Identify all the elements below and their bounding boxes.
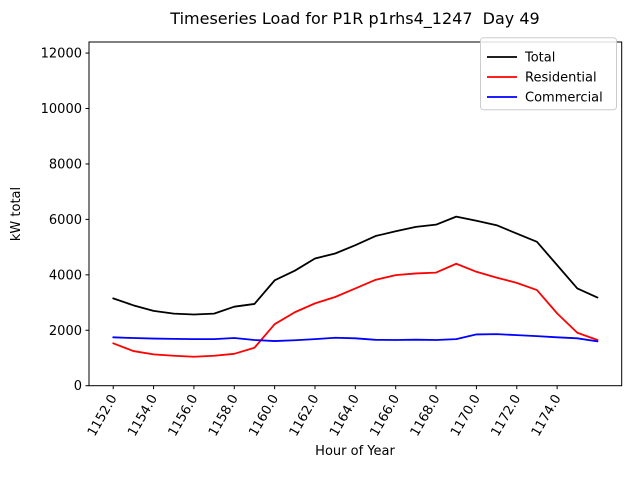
x-tick-label: 1170.0 [448, 392, 484, 439]
y-tick-label: 0 [74, 379, 82, 394]
x-tick-label: 1174.0 [529, 392, 565, 439]
y-tick-label: 12000 [41, 47, 82, 62]
y-axis-label: kW total [9, 187, 24, 241]
chart-title: Timeseries Load for P1R p1rhs4_1247 Day … [169, 9, 539, 29]
y-tick-label: 10000 [41, 102, 82, 117]
series-lines [112, 215, 599, 358]
x-axis-ticks: 1152.0 1154.0 1156.0 1158.0 1160.0 1162.0 1164… [85, 385, 565, 439]
legend-box [480, 37, 617, 111]
series-line-commercial [112, 333, 599, 343]
y-axis-ticks: 0 2000 4000 6000 8000 10000 12000 [41, 47, 89, 394]
legend-label-total: Total [524, 51, 555, 66]
x-axis-label: Hour of Year [315, 444, 395, 459]
x-tick-label: 1164.0 [327, 392, 363, 439]
legend-label-residential: Residential [525, 71, 597, 86]
x-tick-label: 1158.0 [206, 392, 242, 439]
y-tick-label: 8000 [49, 157, 82, 172]
x-tick-label: 1152.0 [85, 392, 121, 439]
x-tick-label: 1154.0 [125, 392, 161, 439]
y-tick-label: 4000 [49, 268, 82, 283]
series-line-total [112, 215, 599, 316]
x-tick-label: 1156.0 [166, 392, 202, 439]
y-tick-label: 2000 [49, 324, 82, 339]
series-line-residential [112, 262, 599, 358]
x-tick-label: 1162.0 [287, 392, 323, 439]
x-tick-label: 1166.0 [367, 392, 403, 439]
x-tick-label: 1168.0 [408, 392, 444, 439]
x-tick-label: 1160.0 [246, 392, 282, 439]
y-tick-label: 6000 [49, 213, 82, 228]
legend: Total Residential Commercial [480, 37, 617, 111]
x-tick-label: 1172.0 [488, 392, 524, 439]
legend-label-commercial: Commercial [525, 91, 603, 106]
